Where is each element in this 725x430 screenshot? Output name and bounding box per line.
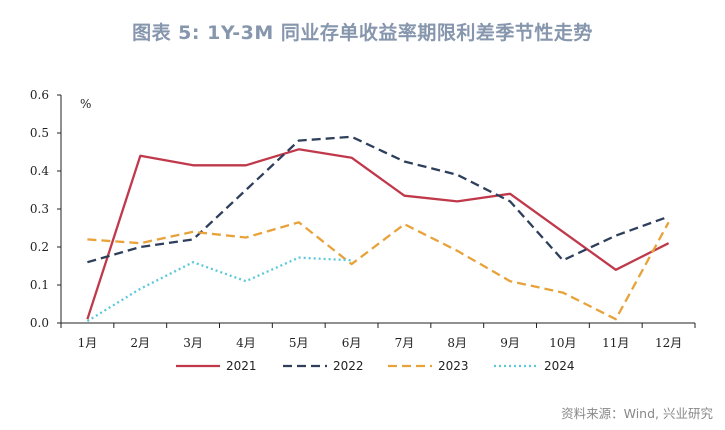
x-tick-label: 12月 — [655, 336, 682, 350]
chart-series-lines — [86, 135, 670, 323]
legend-label-2023: 2023 — [438, 359, 469, 373]
y-tick-label: 0.1 — [30, 278, 49, 292]
y-tick-label: 0.5 — [30, 126, 49, 140]
x-tick-label: 7月 — [395, 336, 415, 350]
x-tick-label: 4月 — [236, 336, 256, 350]
chart-axes: 0.0 0.1 0.2 0.3 0.4 0.5 0.6% 1月 2月 3月 4月 5月 6月 7月 8月 9月… — [30, 88, 696, 350]
x-tick-label: 11月 — [602, 336, 629, 350]
y-tick-label: 0.6 — [30, 88, 49, 102]
chart-title: 图表 5: 1Y-3M 同业存单收益率期限利差季节性走势 — [132, 22, 593, 44]
chart-legend: 2021 2022 2023 2024 — [176, 359, 575, 373]
x-tick-label: 5月 — [289, 336, 309, 350]
x-tick-label: 6月 — [342, 336, 362, 350]
series-line-2021 — [86, 148, 670, 320]
x-tick-label: 9月 — [500, 336, 520, 350]
source-note: 资料来源：Wind, 兴业研究 — [561, 406, 713, 421]
y-tick-label: 0.2 — [30, 240, 49, 254]
series-line-2023 — [87, 221, 670, 321]
y-tick-label: 0.4 — [30, 164, 49, 178]
series-line-2022 — [87, 135, 669, 264]
x-tick-label: 2月 — [130, 336, 150, 350]
legend-label-2022: 2022 — [333, 359, 364, 373]
x-tick-label: 3月 — [183, 336, 203, 350]
x-tick-label: 1月 — [78, 336, 98, 350]
y-tick-label: 0.3 — [30, 202, 49, 216]
x-tick-label: 8月 — [447, 336, 467, 350]
x-tick-label: 10月 — [549, 336, 576, 350]
y-unit-label: % — [80, 97, 91, 111]
legend-label-2021: 2021 — [226, 359, 257, 373]
y-tick-label: 0.0 — [30, 316, 49, 330]
series-line-2024 — [86, 256, 352, 323]
legend-label-2024: 2024 — [544, 359, 575, 373]
